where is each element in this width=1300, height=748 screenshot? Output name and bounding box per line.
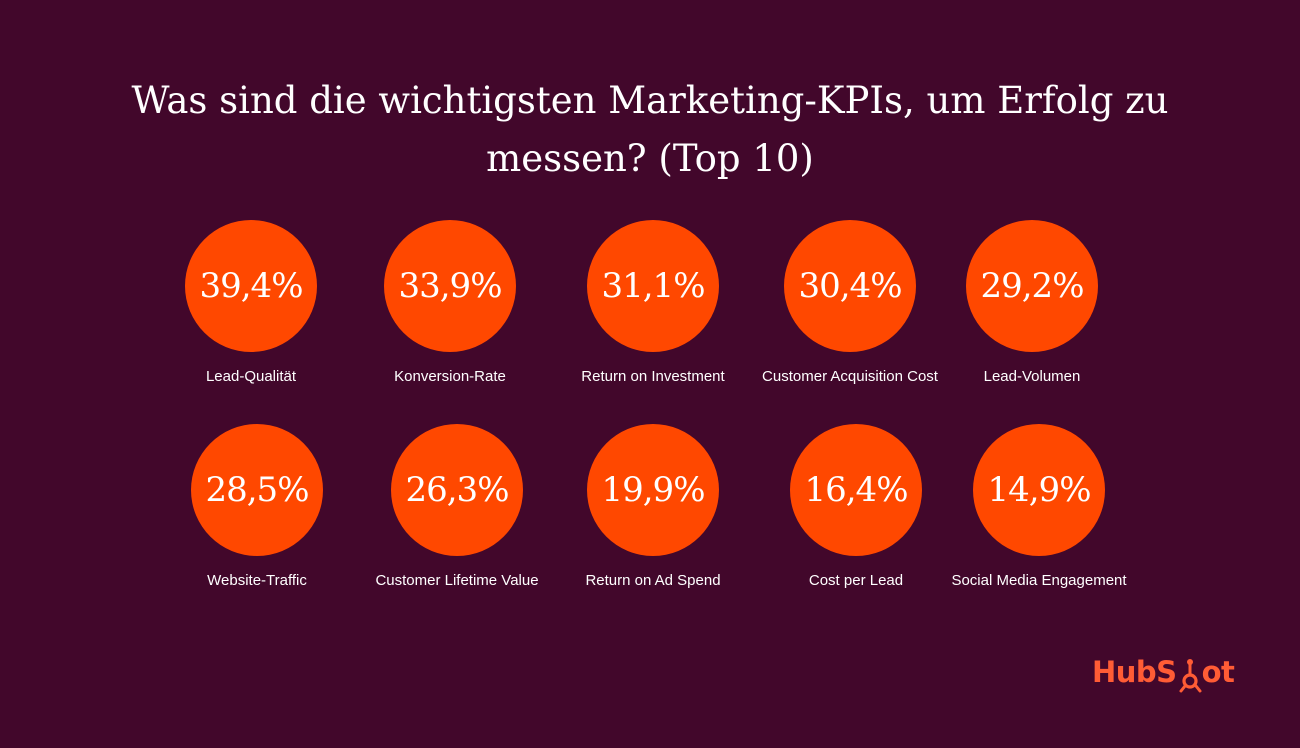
kpi-label: Cost per Lead — [808, 572, 904, 589]
kpi-label: Social Media Engagement — [951, 572, 1127, 589]
kpi-bubble: 39,4% — [185, 220, 317, 352]
logo-text-start: HubS — [1092, 655, 1177, 689]
kpi-bubble: 19,9% — [587, 424, 719, 556]
chart-title: Was sind die wichtigsten Marketing-KPIs,… — [131, 79, 1169, 180]
kpi-bubble: 30,4% — [784, 220, 916, 352]
kpi-bubble: 31,1% — [587, 220, 719, 352]
kpi-bubble: 33,9% — [384, 220, 516, 352]
kpi-label: Return on Ad Spend — [585, 572, 721, 589]
kpi-bubble: 29,2% — [966, 220, 1098, 352]
kpi-bubble: 14,9% — [973, 424, 1105, 556]
kpi-label: Lead-Volumen — [983, 368, 1081, 385]
sprocket-icon — [1179, 659, 1202, 693]
kpi-bubble: 16,4% — [790, 424, 922, 556]
kpi-label: Lead-Qualität — [205, 368, 297, 385]
kpi-label: Website-Traffic — [207, 572, 307, 589]
hubspot-logo: HubS ot — [1092, 652, 1235, 693]
kpi-bubble: 26,3% — [391, 424, 523, 556]
kpi-bubble: 28,5% — [191, 424, 323, 556]
logo-text-end: ot — [1201, 655, 1235, 689]
kpi-label: Return on Investment — [581, 368, 725, 385]
kpi-label: Customer Lifetime Value — [375, 572, 539, 589]
kpi-label: Konversion-Rate — [394, 368, 506, 385]
kpi-label: Customer Acquisition Cost — [762, 368, 938, 385]
